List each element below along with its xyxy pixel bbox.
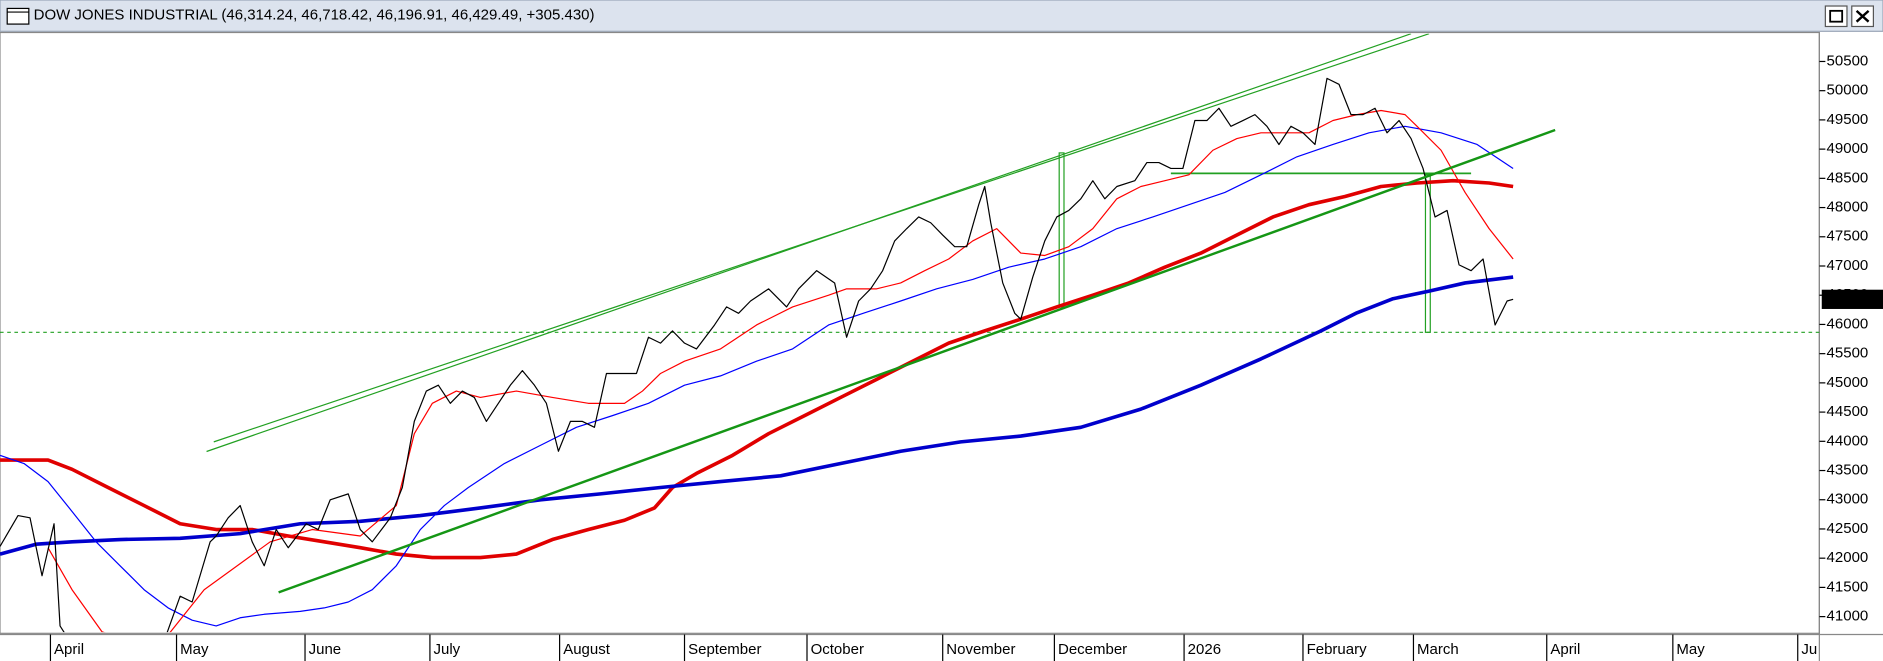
channel-line — [213, 33, 1430, 443]
series-line — [0, 275, 1514, 556]
y-tick-label: 49500 — [1827, 111, 1869, 128]
y-tick-label: 49000 — [1827, 140, 1869, 157]
y-tick-label: 50000 — [1827, 82, 1869, 99]
y-tick-label: 48000 — [1827, 199, 1869, 216]
y-tick-label: 44000 — [1827, 432, 1869, 449]
x-tick-label: September — [688, 641, 761, 658]
drawings — [0, 33, 1820, 453]
x-tick-label: December — [1058, 641, 1127, 658]
x-tick-label: June — [309, 641, 342, 658]
x-tick-label: May — [1676, 641, 1705, 658]
y-tick-label: 48500 — [1827, 169, 1869, 186]
x-tick-label: Ju — [1801, 641, 1817, 658]
chart-title: DOW JONES INDUSTRIAL (46,314.24, 46,718.… — [34, 7, 595, 24]
y-tick-label: 46000 — [1827, 315, 1869, 332]
y-tick-label: 43000 — [1827, 491, 1869, 508]
measure-bar — [1424, 173, 1431, 333]
x-tick-label: October — [811, 641, 864, 658]
last-value-box — [1821, 289, 1883, 309]
y-tick-label: 42500 — [1827, 520, 1869, 537]
close-button[interactable] — [1851, 5, 1874, 28]
y-tick-label: 42000 — [1827, 549, 1869, 566]
x-tick-label: February — [1307, 641, 1367, 658]
series-line — [0, 77, 1514, 633]
x-tick-label: April — [1550, 641, 1580, 658]
x-tick-label: March — [1417, 641, 1459, 658]
series-line — [0, 125, 1514, 627]
window-icon — [6, 7, 30, 25]
y-tick-label: 41500 — [1827, 578, 1869, 595]
x-tick-label: August — [563, 641, 611, 658]
y-tick-label: 50500 — [1827, 52, 1869, 69]
x-tick-label: 2026 — [1188, 641, 1221, 658]
y-tick-label: 44500 — [1827, 403, 1869, 420]
x-tick-label: July — [434, 641, 461, 658]
y-tick-label: 43500 — [1827, 461, 1869, 478]
trend-line — [278, 128, 1556, 594]
x-tick-label: April — [54, 641, 84, 658]
y-tick-label: 47500 — [1827, 228, 1869, 245]
last-value-label: 46429.49 — [1824, 290, 1883, 307]
plot-area — [0, 77, 1514, 633]
x-tick-label: May — [180, 641, 209, 658]
x-tick-label: November — [946, 641, 1015, 658]
y-tick-label: 47000 — [1827, 257, 1869, 274]
y-tick-label: 45500 — [1827, 345, 1869, 362]
title-bar — [0, 0, 1883, 32]
maximize-button[interactable] — [1824, 5, 1848, 28]
y-tick-label: 45000 — [1827, 374, 1869, 391]
y-tick-label: 41000 — [1827, 608, 1869, 625]
